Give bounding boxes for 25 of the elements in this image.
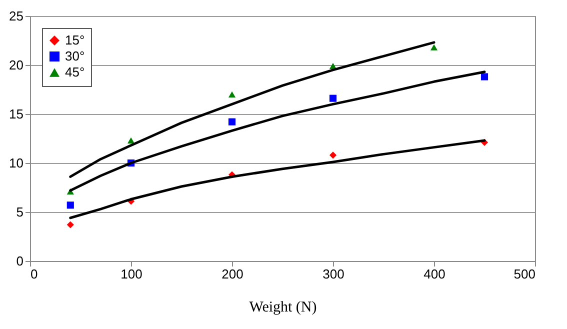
point: [127, 137, 135, 144]
x-tick-label: 300: [322, 266, 344, 282]
point: [66, 202, 74, 209]
y-tick-label: 20: [9, 58, 24, 72]
point: [228, 118, 236, 126]
point: [329, 152, 337, 159]
point: [329, 94, 337, 102]
legend-label: 30°: [65, 48, 85, 64]
point: [480, 73, 488, 80]
x-tick-label: 0: [30, 266, 38, 282]
point: [430, 44, 438, 50]
x-tick-label: 100: [120, 266, 142, 282]
legend-label: 15°: [65, 32, 85, 48]
x-axis-title: Weight (N): [249, 300, 317, 316]
y-tick-label: 5: [16, 204, 24, 220]
y-tick-label: 15: [9, 106, 24, 122]
x-tick-label: 200: [222, 266, 244, 282]
y-tick-label: 10: [9, 156, 24, 170]
legend-label: 45°: [65, 64, 85, 80]
point: [228, 91, 236, 98]
y-tick-label: 0: [16, 254, 24, 268]
point: [66, 221, 74, 228]
x-tick-label: 400: [424, 266, 446, 282]
y-tick-label: 25: [9, 8, 24, 24]
x-tick-label: 500: [514, 266, 536, 282]
